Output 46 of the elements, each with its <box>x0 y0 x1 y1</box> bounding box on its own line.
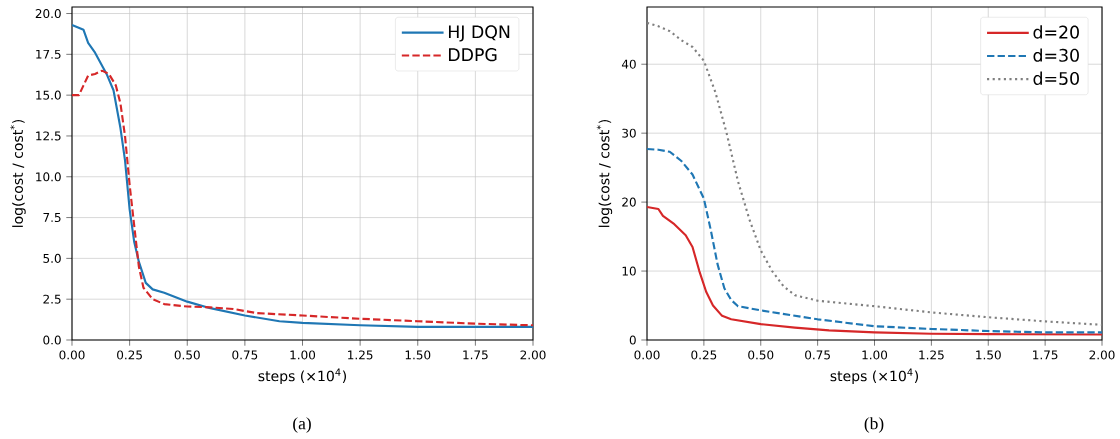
y-tick-label: 7.5 <box>43 213 61 223</box>
x-tick-label: 1.25 <box>919 350 944 360</box>
x-tick-label: 1.00 <box>862 350 888 360</box>
text: (b) <box>864 417 884 433</box>
legend-label: HJ DQN <box>448 25 510 42</box>
legend-label: d=20 <box>1033 25 1079 39</box>
legend-label: d=50 <box>1033 71 1079 86</box>
y-axis-title: log(cost / cost$^{*}$) <box>10 119 26 227</box>
x-tick-label: 0.25 <box>117 350 142 360</box>
y-tick-label: 12.5 <box>36 131 61 141</box>
x-tick-label: 1.00 <box>290 350 316 360</box>
y-tick-label: 0 <box>629 335 636 345</box>
legend-label: DDPG <box>448 48 497 62</box>
y-tick-label: 0.0 <box>43 335 61 345</box>
legend-label: d=30 <box>1033 48 1079 62</box>
y-tick-label: 20.0 <box>35 8 61 19</box>
y-axis-title: log(cost / cost$^{*}$) <box>596 119 613 227</box>
y-tick-label: 40 <box>621 59 636 69</box>
x-tick-label: 1.50 <box>405 350 431 360</box>
x-tick-label: 0.75 <box>805 350 830 360</box>
x-axis-title: steps (×10$^{4}$) <box>830 368 919 384</box>
x-tick-label: 0.00 <box>59 350 85 360</box>
x-tick-label: 0.00 <box>634 350 660 360</box>
line-series <box>647 21 1103 326</box>
y-tick-label: 5.0 <box>43 253 61 263</box>
line-series <box>647 147 1103 334</box>
x-tick-label: 1.50 <box>976 350 1001 360</box>
x-tick-label: 1.75 <box>463 350 488 360</box>
x-tick-label: 0.25 <box>691 350 717 360</box>
x-tick-label: 2.00 <box>520 350 546 360</box>
y-tick-label: 30 <box>622 128 636 138</box>
y-tick-label: 2.5 <box>43 294 61 304</box>
y-tick-label: 10.0 <box>36 172 61 182</box>
x-tick-label: 1.75 <box>1033 350 1058 360</box>
x-axis-title: steps (×10$^{4}$) <box>258 368 347 384</box>
x-tick-label: 0.50 <box>748 350 774 360</box>
line-series <box>647 205 1103 336</box>
y-tick-label: 17.5 <box>36 49 61 59</box>
x-tick-label: 0.50 <box>174 350 200 360</box>
y-tick-label: 10 <box>622 266 636 276</box>
y-tick-label: 15.0 <box>36 90 61 100</box>
y-tick-label: 20 <box>622 197 636 207</box>
x-tick-label: 1.25 <box>348 350 373 360</box>
x-tick-label: 0.75 <box>232 350 258 360</box>
x-tick-label: 2.00 <box>1089 350 1115 360</box>
text: (a) <box>293 417 311 433</box>
